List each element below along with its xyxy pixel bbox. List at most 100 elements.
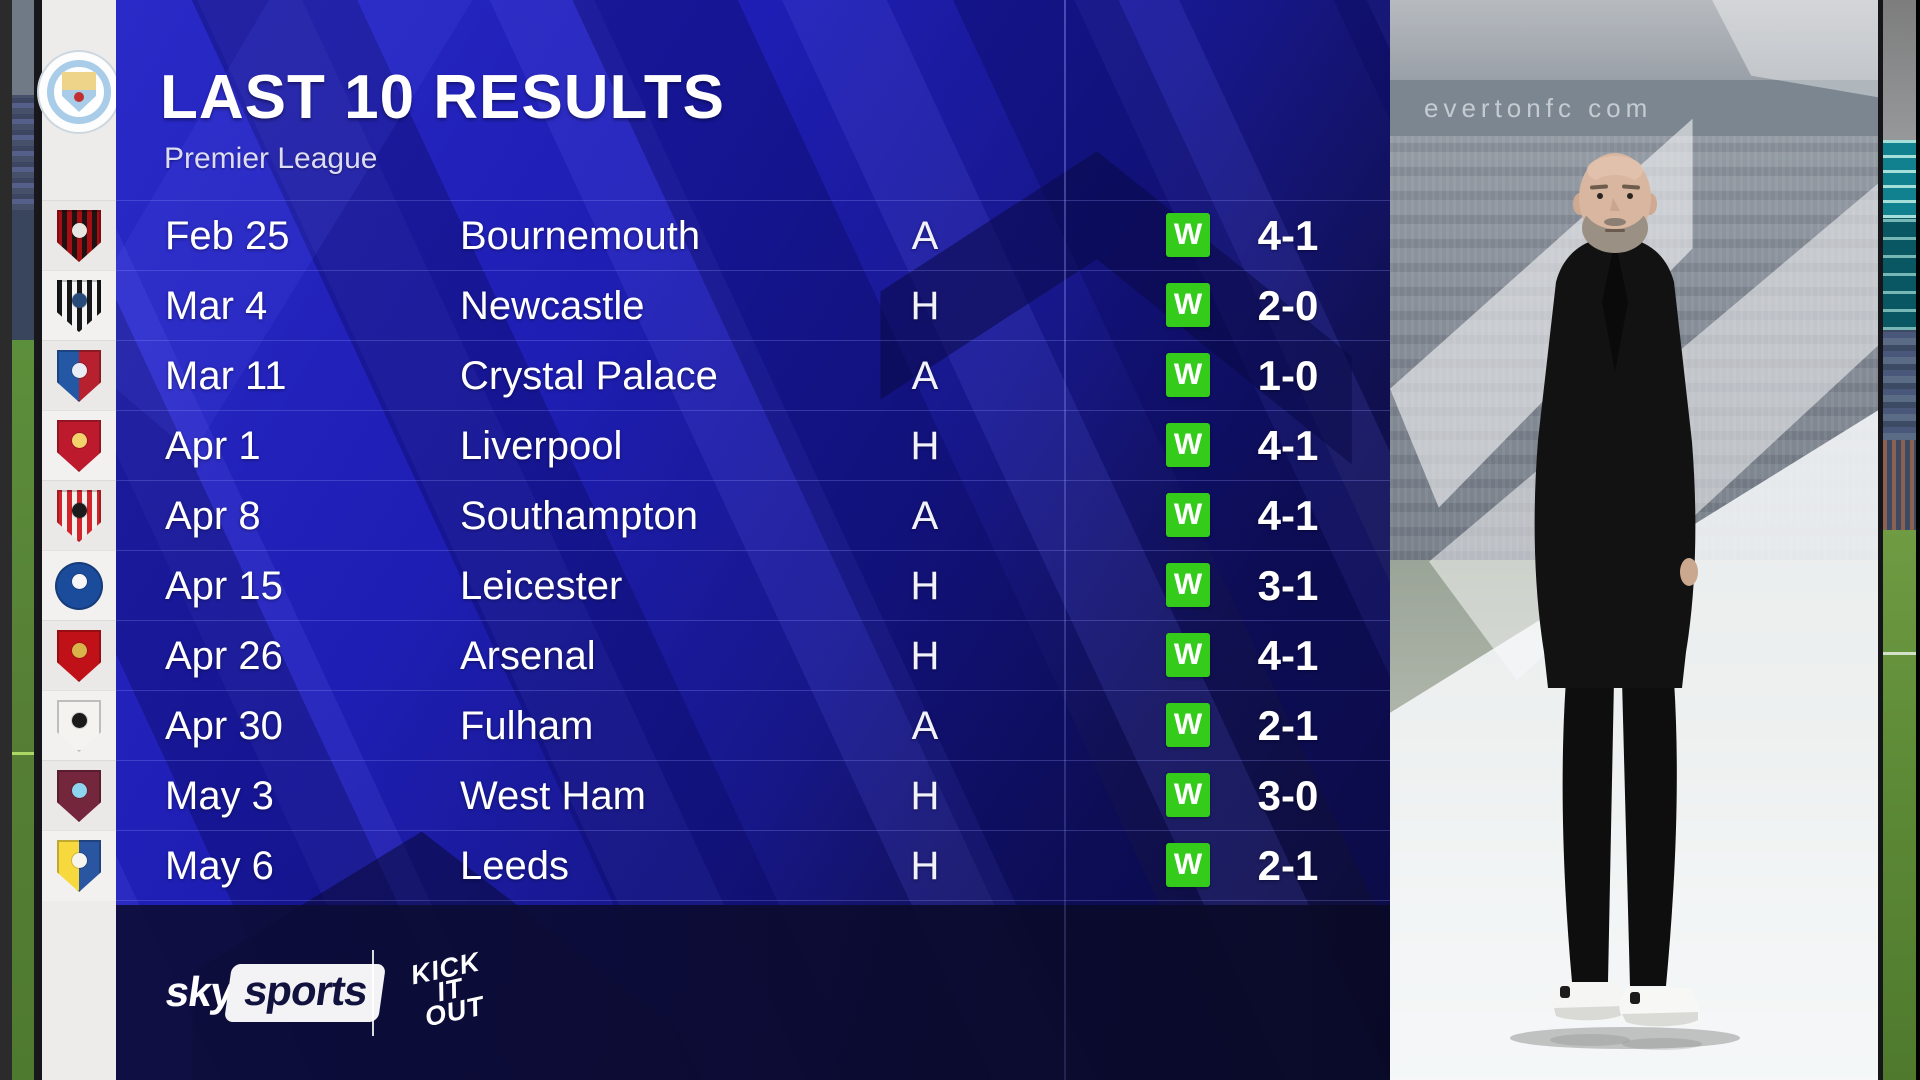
bournemouth-crest — [57, 210, 101, 262]
opponent-name: West Ham — [460, 774, 646, 818]
row-separator — [116, 620, 1390, 621]
home-away-flag: H — [910, 774, 940, 818]
match-date: Mar 4 — [165, 284, 268, 328]
home-away-flag: H — [910, 634, 940, 678]
scoreboard-strip — [1883, 140, 1916, 218]
opponent-name: Arsenal — [460, 634, 596, 678]
result-row: Apr 1 Liverpool H W 4-1 — [116, 410, 1390, 480]
team-badge-rail — [37, 0, 121, 1080]
stadium-crowd-strip — [1883, 440, 1916, 530]
home-away-flag: H — [910, 284, 940, 328]
match-date: Apr 30 — [165, 704, 283, 748]
opponent-crest-tile — [42, 620, 116, 691]
match-date: Apr 15 — [165, 564, 283, 608]
match-score: 2-0 — [1257, 282, 1319, 329]
row-separator — [116, 900, 1390, 901]
result-row: Mar 11 Crystal Palace A W 1-0 — [116, 340, 1390, 410]
home-away-flag: A — [911, 214, 939, 258]
liverpool-crest — [57, 420, 101, 472]
match-date: May 3 — [165, 774, 274, 818]
result-row: Feb 25 Bournemouth A W 4-1 — [116, 200, 1390, 270]
stadium-stand-strip — [12, 0, 34, 95]
match-date: Apr 1 — [165, 424, 261, 468]
panel-seam — [1878, 0, 1883, 1080]
pitch-strip — [12, 340, 34, 1080]
match-score: 4-1 — [1257, 422, 1319, 469]
stadium-roof-strip — [1883, 0, 1916, 140]
opponent-name: Southampton — [460, 494, 698, 538]
row-separator — [116, 550, 1390, 551]
match-date: Feb 25 — [165, 214, 290, 258]
crest-shield — [62, 72, 96, 112]
panel-seam — [34, 0, 42, 1080]
result-row: Apr 30 Fulham A W 2-1 — [116, 690, 1390, 760]
match-date: Apr 8 — [165, 494, 261, 538]
result-row: Apr 26 Arsenal H W 4-1 — [116, 620, 1390, 690]
row-separator — [116, 200, 1390, 201]
manchester-city-crest — [37, 50, 121, 134]
match-score: 2-1 — [1257, 702, 1319, 749]
opponent-crest-tile — [42, 480, 116, 551]
leeds-crest — [57, 840, 101, 892]
result-row: Apr 15 Leicester H W 3-1 — [116, 550, 1390, 620]
opponent-name: Bournemouth — [460, 214, 701, 258]
match-date: Mar 11 — [165, 354, 287, 398]
home-away-flag: A — [911, 354, 939, 398]
home-away-flag: H — [910, 844, 940, 888]
stadium-stand-lower — [12, 210, 34, 340]
opponent-name: Leicester — [460, 564, 623, 608]
match-score: 2-1 — [1257, 842, 1319, 889]
result-row: Mar 4 Newcastle H W 2-0 — [116, 270, 1390, 340]
win-badge: W — [1166, 563, 1210, 607]
opponent-name: Leeds — [460, 844, 569, 888]
win-badge: W — [1166, 843, 1210, 887]
opponent-crest-tile — [42, 270, 116, 341]
row-separator — [116, 340, 1390, 341]
home-away-flag: A — [911, 704, 939, 748]
opponent-crest-tile — [42, 830, 116, 901]
screen-edge — [1916, 0, 1920, 1080]
win-badge: W — [1166, 283, 1210, 327]
row-separator — [116, 480, 1390, 481]
home-away-flag: A — [911, 494, 939, 538]
column-divider — [1064, 0, 1066, 1080]
match-score: 3-1 — [1257, 562, 1319, 609]
logo-divider — [372, 950, 374, 1036]
scoreboard-strip-lower — [1883, 218, 1916, 330]
row-separator — [116, 760, 1390, 761]
led-board-text: evertonfc com — [1424, 92, 1653, 123]
row-separator — [116, 830, 1390, 831]
opponent-crest-tile — [42, 760, 116, 831]
results-panel: LAST 10 RESULTS Premier League Feb 25 Bo… — [116, 0, 1390, 1080]
home-away-flag: H — [910, 564, 940, 608]
opponent-crest-tile — [42, 200, 116, 271]
opponent-crest-tile — [42, 690, 116, 761]
page-title: LAST 10 RESULTS — [160, 63, 726, 132]
competition-subtitle: Premier League — [164, 142, 378, 175]
guardiola-photo-panel: evertonfc com — [1390, 0, 1878, 1080]
opponent-name: Newcastle — [460, 284, 645, 328]
pitch-strip — [1883, 530, 1916, 1080]
match-score: 4-1 — [1257, 632, 1319, 679]
match-score: 4-1 — [1257, 212, 1319, 259]
pitch-line — [12, 752, 34, 755]
crest-ring — [47, 60, 111, 124]
result-row: Apr 8 Southampton A W 4-1 — [116, 480, 1390, 550]
opponent-crest-tile — [42, 550, 116, 621]
kick-it-out-word: OUT — [422, 990, 488, 1033]
crystal-palace-crest — [57, 350, 101, 402]
result-row: May 3 West Ham H W 3-0 — [116, 760, 1390, 830]
row-separator — [116, 410, 1390, 411]
pep-guardiola-figure — [1510, 153, 1740, 1050]
stadium-video-left — [0, 0, 42, 1080]
result-row: May 6 Leeds H W 2-1 — [116, 830, 1390, 900]
arsenal-crest — [57, 630, 101, 682]
win-badge: W — [1166, 353, 1210, 397]
opponent-name: Liverpool — [460, 424, 623, 468]
opponent-crest-tile — [42, 410, 116, 481]
stadium-stand-strip — [1883, 330, 1916, 440]
win-badge: W — [1166, 773, 1210, 817]
leicester-crest — [55, 562, 103, 610]
opponent-crest-tile — [42, 340, 116, 411]
